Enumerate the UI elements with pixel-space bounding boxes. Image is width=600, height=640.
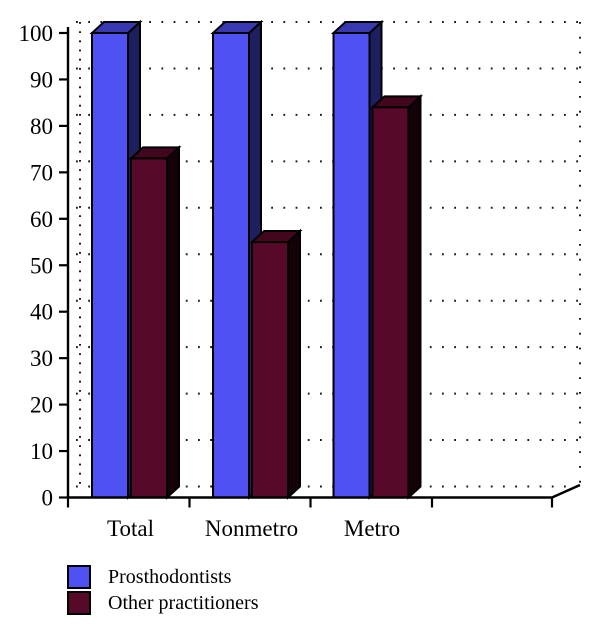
legend-label-other-practitioners: Other practitioners (108, 591, 259, 614)
legend-swatch-other-practitioners-icon (67, 591, 91, 615)
legend-swatch-prosthodontists-icon (67, 565, 91, 589)
legend-item-other-practitioners: Other practitioners (67, 591, 259, 615)
x-category-label-metro: Metro (344, 516, 400, 541)
y-tick-label-30: 30 (30, 346, 53, 371)
y-tick-label-20: 20 (30, 393, 53, 418)
bar-other-practitioners-nonmetro (251, 241, 289, 499)
y-tick-label-80: 80 (30, 114, 53, 139)
bar-side-other-practitioners-metro (407, 94, 422, 500)
y-tick-label-70: 70 (30, 160, 53, 185)
y-tick-label-60: 60 (30, 207, 53, 232)
y-tick-label-40: 40 (30, 300, 53, 325)
x-category-label-total: Total (107, 516, 154, 541)
y-tick-label-90: 90 (30, 67, 53, 92)
bar-prosthodontists-total (91, 32, 129, 499)
bar-side-other-practitioners-total (166, 145, 180, 500)
y-tick-label-100: 100 (19, 21, 54, 46)
x-category-label-nonmetro: Nonmetro (205, 516, 298, 541)
y-tick-label-50: 50 (30, 253, 53, 278)
bar-side-other-practitioners-nonmetro (287, 228, 301, 500)
y-tick-label-0: 0 (42, 486, 54, 511)
bar-other-practitioners-total (130, 157, 168, 499)
y-tick-label-10: 10 (30, 439, 53, 464)
legend: Prosthodontists Other practitioners (67, 565, 259, 617)
legend-item-prosthodontists: Prosthodontists (67, 565, 259, 589)
bar-other-practitioners-metro (371, 106, 410, 499)
legend-label-prosthodontists: Prosthodontists (108, 565, 232, 588)
bar-prosthodontists-metro (332, 32, 371, 499)
bar-prosthodontists-nonmetro (212, 32, 250, 499)
